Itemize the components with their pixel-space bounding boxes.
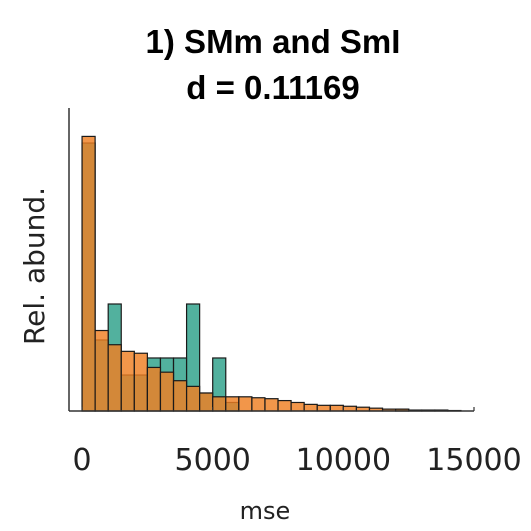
- x-tick-label: 0: [73, 443, 92, 478]
- histogram-bar: [107, 344, 122, 412]
- histogram-bar: [120, 350, 135, 412]
- x-tick-label: 5000: [175, 443, 251, 478]
- histogram-bar: [133, 352, 148, 412]
- histogram-bar: [329, 404, 344, 412]
- histogram-bar: [225, 396, 240, 412]
- histogram-bar: [290, 401, 305, 412]
- histogram-bar: [316, 404, 331, 412]
- histogram-bar: [94, 329, 109, 412]
- x-axis-label: mse: [240, 497, 291, 525]
- histogram-bar: [277, 399, 292, 412]
- histogram-bar: [264, 398, 279, 412]
- chart-subtitle: d = 0.11169: [186, 69, 359, 106]
- histogram-bar: [251, 397, 266, 412]
- histogram-bar: [81, 135, 96, 412]
- histogram-bar: [212, 396, 227, 412]
- x-tick-label: 15000: [426, 443, 521, 478]
- plot-area: 0 5000 10000 15000: [68, 108, 522, 478]
- histogram-bar: [185, 385, 201, 412]
- x-tick-label: 10000: [296, 443, 391, 478]
- histogram-bar: [146, 366, 162, 412]
- histogram-series-2: [81, 135, 462, 412]
- histogram-bar: [172, 380, 188, 412]
- histogram-bar: [303, 403, 318, 412]
- histogram-bar: [199, 392, 214, 412]
- histogram-bar: [159, 371, 175, 412]
- x-tick-layer: 0 5000 10000 15000: [73, 407, 522, 478]
- y-axis-label: Rel. abund.: [18, 187, 51, 345]
- chart-title: 1) SMm and SmI: [146, 23, 401, 60]
- series-layer: [81, 135, 462, 412]
- histogram-bar: [238, 396, 253, 412]
